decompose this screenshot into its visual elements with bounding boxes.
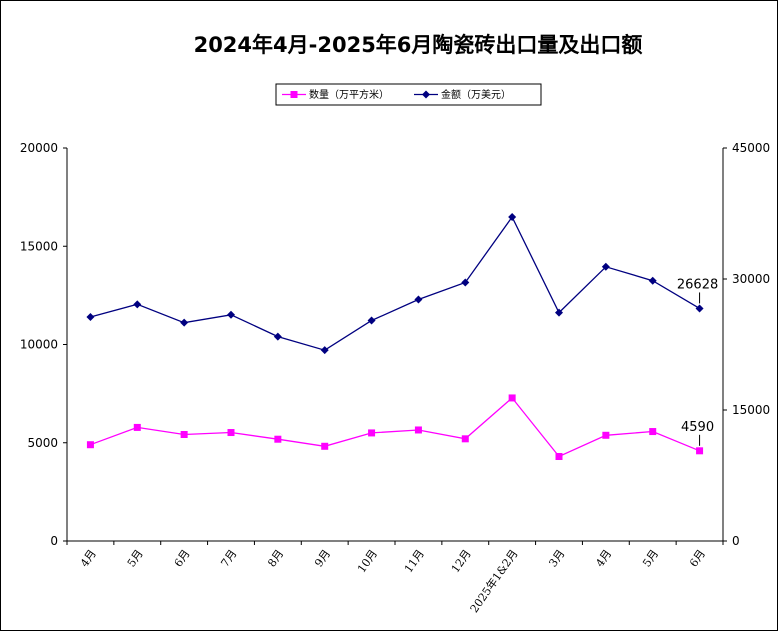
data-point-amount	[320, 346, 329, 355]
series-line-0	[90, 396, 700, 458]
data-point-quantity	[321, 442, 329, 450]
y-left-tick-label: 0	[50, 534, 58, 548]
data-point-quantity	[133, 423, 141, 431]
series-line-1	[90, 215, 700, 351]
y-right-tick-label: 30000	[732, 272, 770, 286]
data-point-quantity	[227, 429, 235, 437]
y-right-tick-label: 15000	[732, 403, 770, 417]
chart-marks: 26628 4590	[86, 212, 718, 461]
data-point-quantity	[461, 435, 469, 443]
legend-label-amount: 金额（万美元）	[441, 88, 511, 101]
data-point-amount	[461, 278, 470, 287]
data-point-amount	[555, 308, 563, 317]
y-right-tick-label: 45000	[732, 141, 770, 155]
data-point-amount	[601, 262, 610, 271]
legend-marker-amount	[422, 90, 430, 99]
y-right-tick-label: 0	[732, 534, 740, 548]
data-point-quantity	[649, 428, 657, 436]
data-point-quantity	[508, 394, 516, 402]
chart-title: 2024年4月-2025年6月陶瓷砖出口量及出口额	[194, 33, 643, 57]
y-left-tick-label: 15000	[20, 239, 58, 253]
legend-box	[275, 83, 542, 106]
data-point-quantity	[555, 453, 563, 461]
annotation-label: 26628	[677, 277, 718, 292]
data-point-quantity	[696, 447, 704, 455]
data-point-amount	[508, 212, 517, 221]
data-point-quantity	[414, 426, 422, 434]
data-point-amount	[695, 304, 704, 313]
data-point-amount	[414, 295, 423, 304]
data-point-amount	[367, 316, 376, 325]
data-point-quantity	[602, 431, 610, 439]
data-point-amount	[648, 276, 657, 285]
data-point-quantity	[368, 429, 376, 437]
annotation-label: 4590	[681, 420, 714, 435]
data-point-quantity	[180, 430, 188, 438]
data-point-amount	[227, 310, 235, 319]
legend: 数量（万平方米） 金额（万美元）	[275, 83, 542, 106]
data-point-amount	[180, 318, 189, 327]
data-point-quantity	[274, 435, 282, 443]
legend-marker-quantity	[290, 91, 298, 98]
y-left-tick-label: 5000	[27, 436, 58, 450]
y-left-tick-label: 10000	[20, 338, 58, 352]
data-point-amount	[86, 312, 95, 321]
data-point-amount	[133, 300, 142, 309]
data-point-quantity	[86, 441, 94, 449]
data-point-amount	[273, 332, 282, 341]
y-left-tick-label: 20000	[20, 141, 58, 155]
legend-label-quantity: 数量（万平方米）	[309, 88, 389, 101]
